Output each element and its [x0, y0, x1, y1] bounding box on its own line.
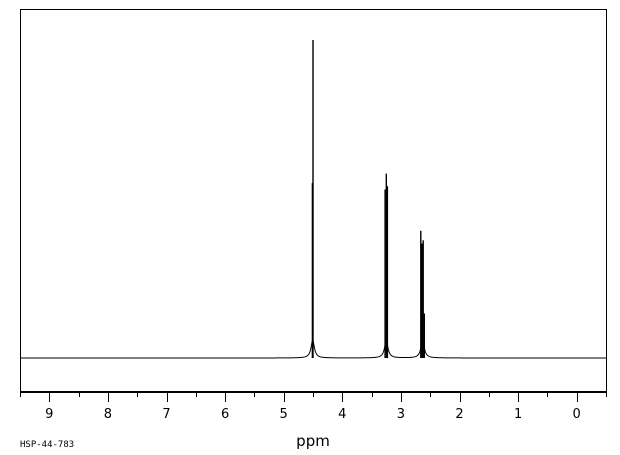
x-tick-label: 1 [514, 407, 522, 422]
x-tick-label: 2 [455, 407, 463, 422]
sample-id-label: HSP-44-783 [20, 440, 74, 450]
x-tick-label: 7 [162, 407, 170, 422]
x-axis-tick-labels: 9 8 7 6 5 4 3 2 1 0 [45, 407, 581, 422]
x-tick-label: 0 [573, 407, 581, 422]
x-axis-title: ppm [296, 432, 330, 450]
x-tick-label: 4 [338, 407, 346, 422]
x-tick-label: 8 [104, 407, 112, 422]
x-tick-label: 6 [221, 407, 229, 422]
plot-frame [20, 9, 607, 392]
peak-lines [311, 40, 425, 358]
x-tick-label: 5 [280, 407, 288, 422]
x-tick-label: 3 [397, 407, 405, 422]
x-tick-label: 9 [45, 407, 53, 422]
x-axis-ticks [20, 392, 607, 402]
